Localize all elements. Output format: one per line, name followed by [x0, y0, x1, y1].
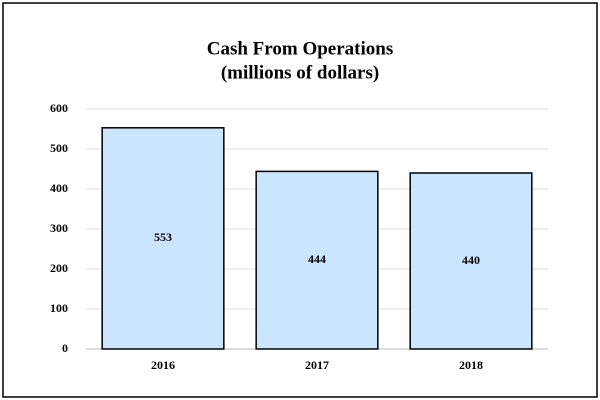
y-tick-label: 0	[62, 341, 68, 355]
chart-subtitle: (millions of dollars)	[221, 62, 379, 83]
data-label: 440	[462, 253, 480, 267]
data-label: 553	[154, 230, 172, 244]
bar	[409, 172, 533, 350]
bar	[255, 170, 379, 350]
x-tick-label: 2018	[459, 358, 483, 372]
y-tick-label: 100	[50, 301, 68, 315]
x-tick-label: 2017	[305, 358, 329, 372]
bar	[101, 127, 225, 350]
x-tick-label: 2016	[151, 358, 175, 372]
y-tick-label: 500	[50, 141, 68, 155]
y-tick-label: 400	[50, 181, 68, 195]
data-label: 444	[308, 252, 326, 266]
y-tick-label: 600	[50, 101, 68, 115]
y-tick-label: 200	[50, 261, 68, 275]
chart-title: Cash From Operations	[207, 38, 393, 59]
y-tick-label: 300	[50, 221, 68, 235]
